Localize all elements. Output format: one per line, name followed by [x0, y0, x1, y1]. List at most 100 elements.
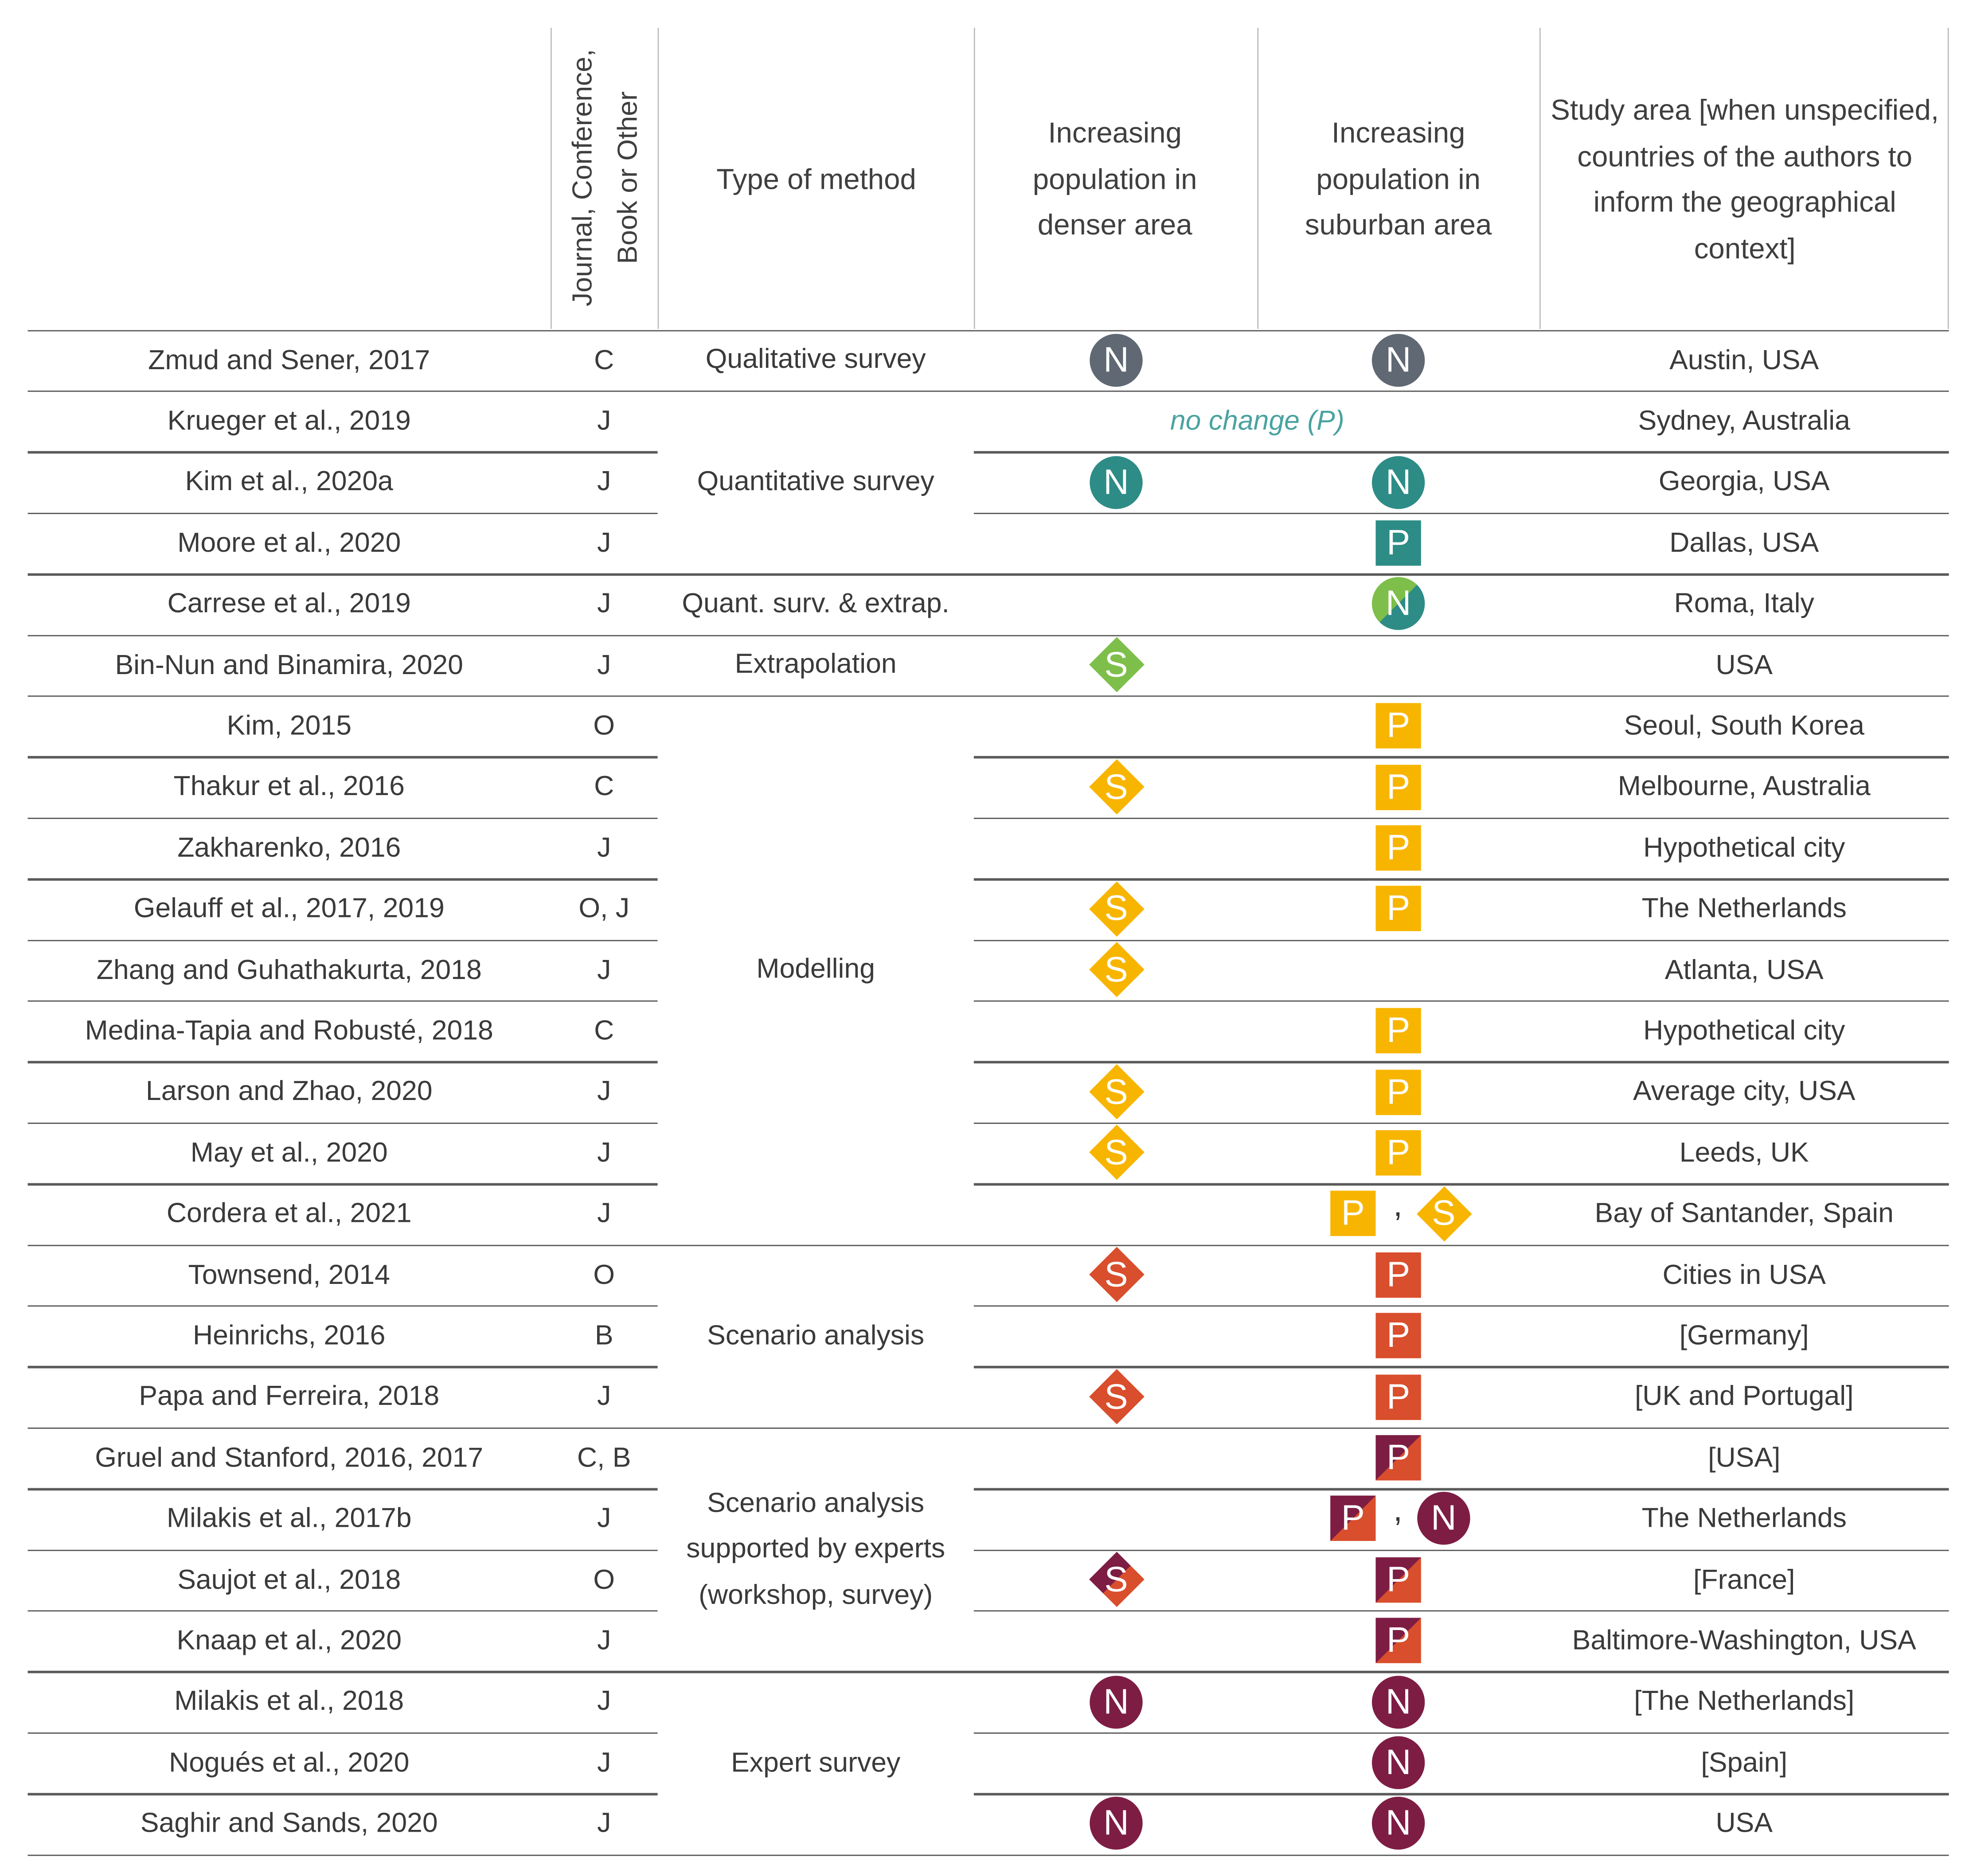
- publication-type-cell: C: [594, 343, 614, 375]
- marker-letter: P: [1387, 889, 1410, 928]
- header-denser-area: Increasing population in denser area: [1032, 116, 1197, 241]
- square-p-marker: P: [1375, 1557, 1421, 1603]
- circle-n-marker: N: [1090, 455, 1143, 509]
- row-divider: [27, 1793, 658, 1795]
- row-divider: [27, 1244, 1949, 1246]
- square-p-marker: P: [1375, 825, 1421, 871]
- study-cell: Papa and Ferreira, 2018: [139, 1380, 440, 1412]
- square-p-marker: P: [1330, 1191, 1376, 1236]
- row-divider: [27, 756, 658, 758]
- study-cell: Thakur et al., 2016: [173, 770, 405, 802]
- study-area-cell: Seoul, South Korea: [1624, 709, 1864, 741]
- circle-n-marker: N: [1371, 577, 1425, 631]
- study-area-cell: Roma, Italy: [1674, 587, 1814, 619]
- study-cell: Nogués et al., 2020: [169, 1746, 410, 1778]
- row-divider: [973, 512, 1949, 515]
- study-cell: Milakis et al., 2018: [174, 1685, 404, 1717]
- study-cell: Moore et al., 2020: [177, 527, 401, 558]
- method-label: Modelling: [756, 953, 875, 985]
- marker-letter: P: [1387, 827, 1410, 867]
- method-label: Expert survey: [731, 1746, 901, 1778]
- square-p-marker: P: [1375, 1069, 1421, 1115]
- publication-type-cell: J: [597, 1197, 611, 1229]
- marker-letter: P: [1387, 1620, 1410, 1660]
- circle-n-marker: N: [1371, 1736, 1425, 1789]
- study-cell: Heinrichs, 2016: [193, 1319, 386, 1351]
- row-divider: [27, 1549, 658, 1551]
- method-label: Qualitative survey: [705, 343, 926, 375]
- row-divider: [973, 1549, 1949, 1551]
- square-p-marker: P: [1330, 1496, 1376, 1541]
- study-area-cell: Melbourne, Australia: [1617, 770, 1871, 802]
- square-p-marker: P: [1375, 1374, 1421, 1420]
- study-cell: Townsend, 2014: [188, 1258, 390, 1290]
- square-p-marker: P: [1375, 1008, 1421, 1054]
- marker-letter: P: [1387, 1254, 1410, 1294]
- row-divider: [973, 1000, 1949, 1002]
- header-divider: [1539, 27, 1541, 329]
- method-label: Scenario analysis: [707, 1319, 925, 1351]
- study-area-cell: The Netherlands: [1641, 892, 1847, 924]
- row-divider: [27, 939, 658, 941]
- study-area-cell: Austin, USA: [1669, 343, 1819, 375]
- circle-n-marker: N: [1371, 1675, 1425, 1728]
- square-p-marker: P: [1375, 886, 1421, 932]
- marker-letter: S: [1432, 1193, 1456, 1233]
- row-divider: [973, 878, 1949, 881]
- publication-type-cell: O: [593, 1258, 615, 1290]
- marker-letter: P: [1387, 1315, 1410, 1355]
- publication-type-cell: J: [597, 465, 611, 497]
- row-divider: [973, 939, 1949, 941]
- diamond-s-marker: S: [1416, 1186, 1472, 1241]
- marker-letter: P: [1387, 766, 1410, 806]
- study-area-cell: Atlanta, USA: [1664, 953, 1824, 985]
- header-publication-type-text: Journal, Conference, Book or Other: [565, 49, 642, 307]
- study-cell: Zhang and Guhathakurta, 2018: [96, 953, 482, 985]
- study-cell: Zakharenko, 2016: [177, 831, 401, 863]
- marker-letter: P: [1387, 1071, 1410, 1111]
- square-p-marker: P: [1375, 764, 1421, 810]
- row-divider: [973, 1305, 1949, 1307]
- row-divider: [973, 1183, 1949, 1186]
- study-area-cell: Dallas, USA: [1669, 527, 1819, 558]
- diamond-s-marker: S: [1088, 1369, 1144, 1424]
- study-area-cell: [Spain]: [1701, 1746, 1788, 1778]
- circle-n-marker: N: [1090, 1797, 1143, 1850]
- marker-letter: S: [1104, 644, 1128, 684]
- diamond-s-marker: S: [1088, 637, 1144, 693]
- study-cell: May et al., 2020: [190, 1136, 388, 1168]
- diamond-s-marker: S: [1088, 1125, 1144, 1181]
- publication-type-cell: O, J: [578, 892, 630, 924]
- publication-type-cell: J: [597, 1746, 611, 1778]
- row-divider: [973, 1122, 1949, 1124]
- publication-type-cell: C, B: [577, 1441, 631, 1473]
- row-divider: [27, 634, 1949, 636]
- marker-letter: N: [1103, 339, 1129, 379]
- marker-letter: P: [1387, 1559, 1410, 1599]
- marker-letter: P: [1387, 1376, 1410, 1416]
- study-area-cell: Average city, USA: [1633, 1075, 1856, 1107]
- circle-n-marker: N: [1371, 1797, 1425, 1850]
- square-p-marker: P: [1375, 1252, 1421, 1298]
- study-area-cell: [UK and Portugal]: [1634, 1380, 1854, 1412]
- publication-type-cell: O: [593, 1563, 615, 1595]
- row-divider: [973, 1610, 1949, 1612]
- publication-type-cell: J: [597, 1685, 611, 1717]
- publication-type-cell: J: [597, 1502, 611, 1534]
- marker-letter: N: [1385, 339, 1411, 379]
- row-divider: [27, 1183, 658, 1186]
- study-area-cell: [Germany]: [1679, 1319, 1809, 1351]
- publication-type-cell: J: [597, 1624, 611, 1656]
- study-area-cell: Hypothetical city: [1643, 831, 1845, 863]
- study-cell: Gelauff et al., 2017, 2019: [133, 892, 445, 924]
- method-label: Scenario analysis supported by experts (…: [686, 1486, 945, 1610]
- study-cell: Zmud and Sener, 2017: [148, 343, 430, 375]
- study-cell: Kim et al., 2020a: [185, 465, 393, 497]
- row-divider: [27, 451, 658, 453]
- method-label: Quantitative survey: [697, 465, 934, 497]
- study-cell: Knaap et al., 2020: [176, 1624, 402, 1656]
- study-area-cell: Leeds, UK: [1679, 1136, 1809, 1168]
- separator-comma: ,: [1393, 1186, 1403, 1224]
- row-divider: [27, 512, 658, 515]
- method-label: Quant. surv. & extrap.: [682, 587, 949, 619]
